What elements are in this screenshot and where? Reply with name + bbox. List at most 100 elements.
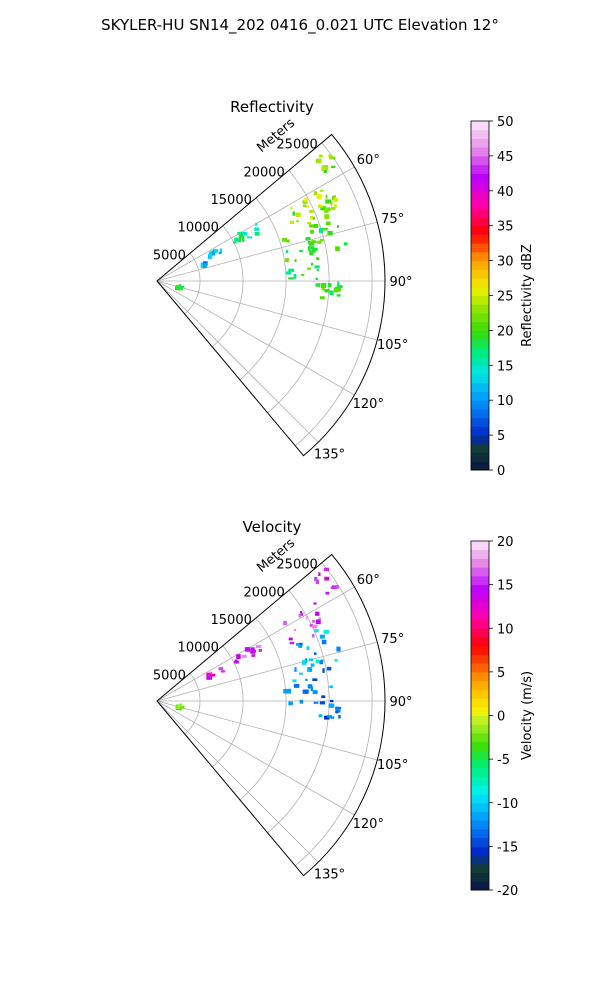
colorbar-segment — [471, 391, 489, 401]
echo-gate — [330, 716, 335, 719]
radial-tick: 20000 — [243, 585, 284, 600]
echo-gate — [251, 654, 256, 657]
echo-gate — [246, 236, 253, 239]
colorbar-segment — [471, 234, 489, 244]
colorbar-tick: 25 — [497, 290, 514, 305]
echo-gate — [296, 642, 300, 646]
colorbar-segment — [471, 610, 489, 621]
echo-gate — [289, 220, 295, 225]
colorbar-segment — [471, 549, 489, 559]
range-ring — [239, 617, 287, 801]
echo-gate — [302, 204, 307, 207]
echo-gate — [336, 646, 341, 652]
colorbar-tick: -20 — [497, 884, 518, 899]
echo-gate — [285, 258, 289, 263]
colorbar-tick: 10 — [497, 394, 514, 409]
echo-gate — [321, 695, 326, 699]
echo-gate — [315, 619, 321, 625]
colorbar-segment — [471, 663, 489, 673]
echo-gate — [234, 659, 238, 663]
angle-tick: 60° — [357, 573, 380, 588]
azimuth-line — [156, 641, 378, 702]
echo-gate — [312, 690, 318, 695]
range-ring — [239, 197, 287, 381]
velocity-radial-ticks: 5000 10000 15000 20000 25000 — [153, 558, 318, 684]
velocity-angle-ticks: 60° 75° 90° 105° 120° 135° — [314, 573, 413, 883]
echo-gate — [208, 674, 211, 679]
echo-gate — [294, 628, 297, 631]
echo-gate — [324, 288, 330, 293]
echo-gate — [320, 205, 327, 209]
echo-gate — [311, 624, 318, 629]
colorbar-segment — [471, 671, 489, 682]
echo-gate — [301, 273, 305, 277]
echo-gate — [325, 221, 331, 226]
colorbar-segment — [471, 365, 489, 375]
reflectivity-grid — [156, 142, 385, 447]
azimuth-line — [156, 280, 319, 443]
echo-gate — [321, 639, 327, 645]
echo-gate — [179, 703, 183, 707]
echo-gate — [322, 227, 328, 231]
colorbar-segment — [471, 715, 489, 725]
echo-gate — [218, 251, 222, 255]
echo-gate — [237, 238, 242, 243]
echo-gate — [304, 197, 308, 203]
echo-gate — [255, 644, 262, 649]
echo-gate — [292, 211, 295, 216]
colorbar-tick: 0 — [497, 710, 505, 725]
echo-gate — [255, 222, 258, 226]
echo-gate — [318, 617, 321, 620]
colorbar-segment — [471, 654, 489, 664]
angle-tick: 120° — [353, 817, 384, 832]
colorbar-tick: 20 — [497, 324, 514, 339]
figure-title: SKYLER-HU SN14_202 0416_0.021 UTC Elevat… — [101, 16, 499, 34]
echo-gate — [308, 658, 314, 662]
echo-gate — [315, 579, 319, 585]
echo-gate — [330, 202, 333, 206]
echo-gate — [336, 285, 343, 289]
echo-gate — [319, 228, 324, 233]
colorbar-segment — [471, 828, 489, 839]
echo-gate — [258, 648, 263, 652]
echo-gate — [211, 673, 216, 677]
echo-gate — [254, 232, 260, 236]
echo-gate — [237, 232, 243, 235]
echo-gate — [319, 701, 326, 705]
echo-gate — [305, 615, 309, 620]
colorbar-segment — [471, 190, 489, 201]
echo-gate — [324, 715, 330, 720]
reflectivity-colorbar — [470, 120, 493, 471]
echo-gate — [319, 634, 325, 639]
radial-tick: 10000 — [178, 641, 219, 656]
angle-tick: 120° — [353, 397, 384, 412]
echo-gate — [305, 678, 308, 681]
colorbar-segment — [471, 680, 489, 690]
colorbar-segment — [471, 208, 489, 218]
echo-gate — [324, 214, 330, 220]
colorbar-segment — [471, 802, 489, 812]
reflectivity-radial-ticks: 5000 10000 15000 20000 25000 — [153, 138, 318, 264]
echo-gate — [321, 284, 326, 288]
echo-gate — [310, 663, 315, 667]
colorbar-segment — [471, 251, 489, 262]
velocity-sector-outline — [156, 553, 386, 877]
colorbar-tick: 30 — [497, 255, 514, 270]
echo-gate — [307, 221, 312, 225]
colorbar-segment — [471, 443, 489, 454]
colorbar-segment — [471, 435, 489, 445]
echo-gate — [298, 613, 301, 618]
reflectivity-colorbar-label: Reflectivity dBZ — [520, 244, 535, 347]
echo-gate — [323, 567, 330, 571]
colorbar-tick: 10 — [497, 622, 514, 637]
echo-gate — [305, 237, 311, 241]
echo-gate — [323, 629, 329, 634]
echo-gate — [316, 257, 320, 261]
colorbar-segment — [471, 645, 489, 655]
colorbar-segment — [471, 269, 489, 279]
echo-gate — [307, 246, 311, 251]
radial-tick: 5000 — [153, 668, 186, 683]
radial-tick: 15000 — [211, 193, 252, 208]
colorbar-segment — [471, 182, 489, 192]
colorbar-tick: 5 — [497, 429, 505, 444]
